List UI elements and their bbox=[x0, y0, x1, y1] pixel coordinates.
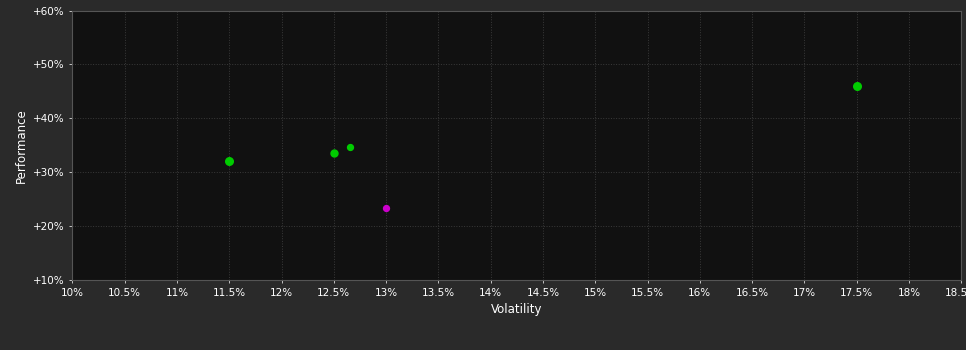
Point bbox=[327, 150, 342, 156]
Point bbox=[342, 144, 357, 150]
Y-axis label: Performance: Performance bbox=[14, 108, 28, 183]
X-axis label: Volatility: Volatility bbox=[491, 303, 543, 316]
Point bbox=[849, 83, 865, 89]
Point bbox=[221, 159, 237, 164]
Point bbox=[379, 205, 394, 211]
